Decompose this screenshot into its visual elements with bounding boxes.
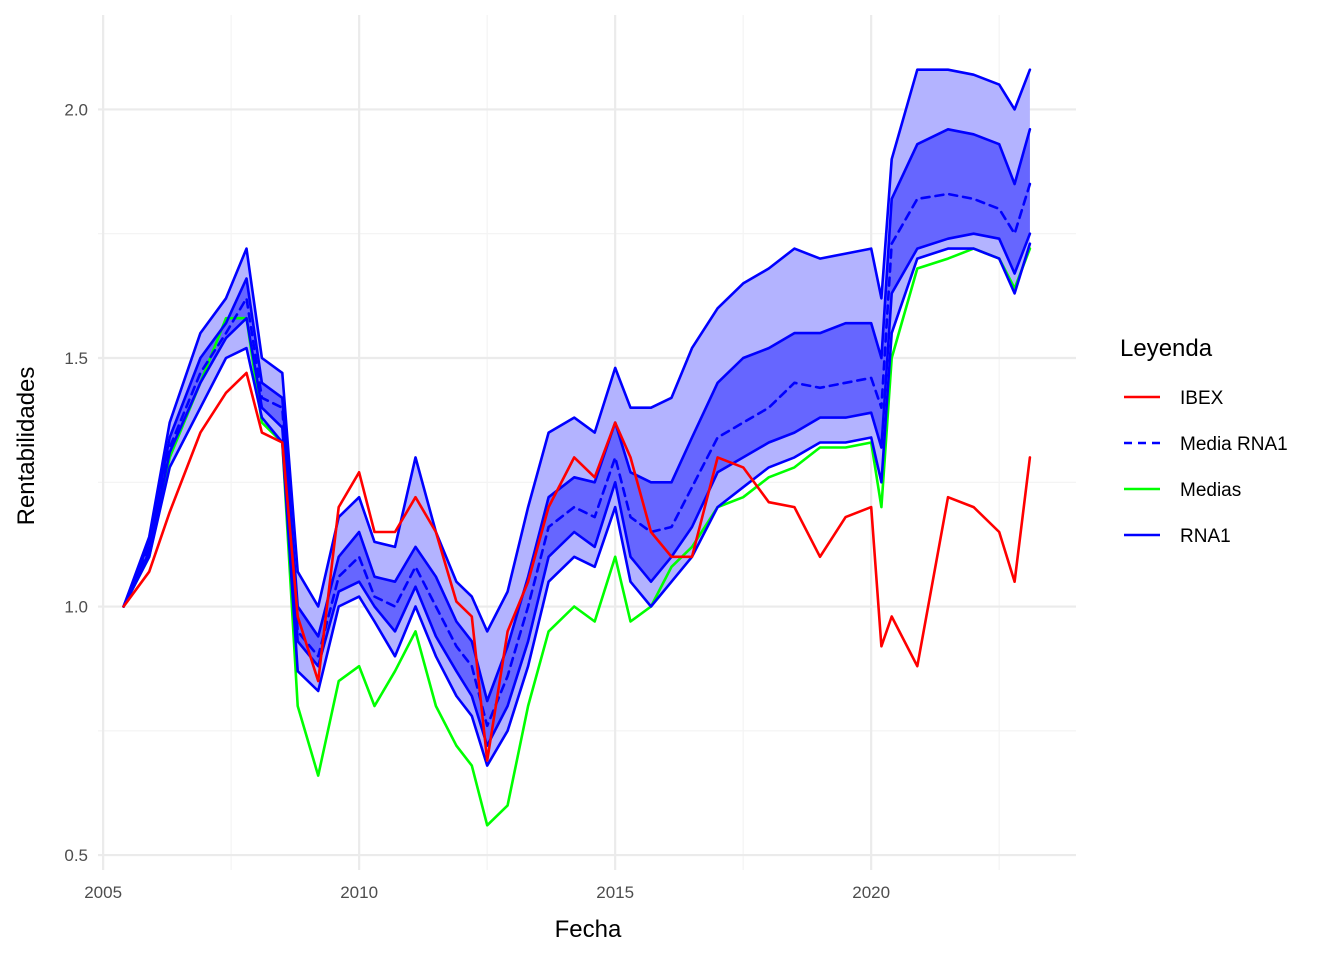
series-line-media-rna1: [122, 182, 1032, 728]
band-inner: [123, 129, 1030, 746]
y-tick-label: 1.5: [64, 349, 88, 368]
legend-label-media-rna1: Media RNA1: [1180, 434, 1288, 455]
y-tick-label: 0.5: [64, 846, 88, 865]
legend-label-rna1: RNA1: [1180, 526, 1231, 547]
x-tick-label: 2005: [84, 883, 122, 902]
series-lines: [122, 68, 1032, 827]
y-tick-label: 2.0: [64, 100, 88, 119]
y-tick-label: 1.0: [64, 598, 88, 617]
series-line-ibex: [122, 371, 1032, 762]
legend-label-medias: Medias: [1180, 480, 1241, 501]
legend-entry-ibex: IBEX: [1124, 388, 1224, 409]
legend-label-ibex: IBEX: [1180, 388, 1224, 409]
legend-entry-media-rna1: Media RNA1: [1124, 434, 1288, 455]
x-axis-ticks: 2005 2010 2015 2020: [84, 883, 890, 902]
legend-entry-rna1: RNA1: [1124, 526, 1231, 547]
x-tick-label: 2010: [340, 883, 378, 902]
confidence-bands: [123, 69, 1030, 766]
legend-title: Leyenda: [1120, 335, 1213, 362]
series-line-rna1-superior-2: [122, 68, 1032, 633]
y-axis-ticks: 0.5 1.0 1.5 2.0: [64, 100, 88, 865]
legend: Leyenda IBEX Media RNA1 Medias RNA1: [1120, 335, 1288, 547]
x-tick-label: 2015: [596, 883, 634, 902]
legend-entry-medias: Medias: [1124, 480, 1241, 501]
band-outer: [123, 69, 1030, 766]
y-axis-title: Rentabilidades: [13, 367, 40, 526]
x-tick-label: 2020: [852, 883, 890, 902]
x-axis-title: Fecha: [555, 916, 622, 943]
